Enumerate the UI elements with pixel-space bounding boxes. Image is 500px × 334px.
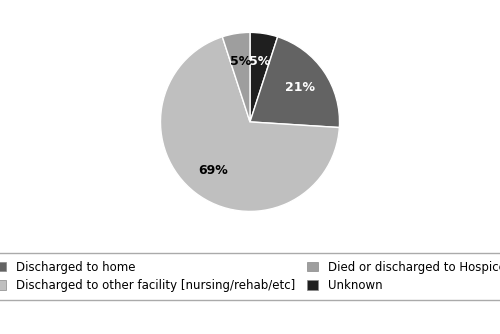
Wedge shape xyxy=(250,37,340,128)
Wedge shape xyxy=(160,37,340,211)
Text: 5%: 5% xyxy=(230,55,251,68)
Wedge shape xyxy=(222,32,250,122)
Text: 69%: 69% xyxy=(198,164,228,176)
Text: 5%: 5% xyxy=(249,55,270,68)
Legend: Discharged to home, Discharged to other facility [nursing/rehab/etc], Died or di: Discharged to home, Discharged to other … xyxy=(0,254,500,300)
Wedge shape xyxy=(250,32,278,122)
Text: 21%: 21% xyxy=(286,81,316,94)
